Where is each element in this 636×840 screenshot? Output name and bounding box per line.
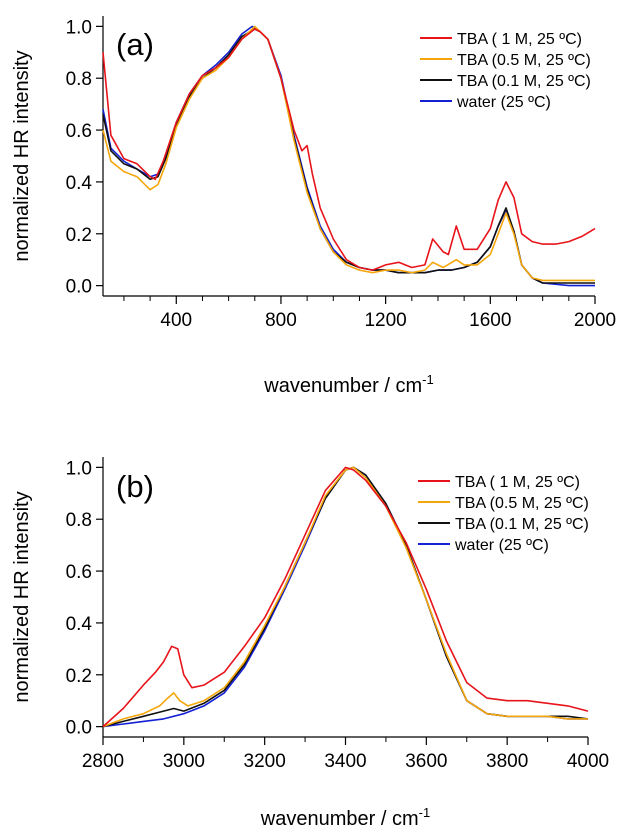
x-tick-label: 2800 — [82, 751, 124, 772]
y-tick-label: 0.4 — [66, 614, 93, 635]
legend-label: TBA (0.1 M, 25 ºC) — [457, 73, 591, 90]
series-line-1 — [102, 25, 595, 282]
y-tick-label: 0.2 — [66, 225, 92, 246]
x-tick-label: 3600 — [405, 751, 447, 772]
x-tick-label: 3200 — [244, 751, 286, 772]
x-axis-label: wavenumber / cm-1 — [263, 372, 433, 397]
x-axis-label-text: wavenumber / cm — [260, 808, 419, 830]
panel-label: (a) — [116, 27, 154, 62]
legend-label: TBA (0.5 M, 25 ºC) — [455, 495, 589, 512]
x-axis-label-text: wavenumber / cm — [263, 375, 422, 397]
x-tick-label: 400 — [160, 310, 192, 331]
y-tick-label: 0.8 — [66, 69, 92, 90]
y-tick-label: 0.8 — [66, 510, 92, 531]
legend-label: TBA (0.1 M, 25 ºC) — [455, 516, 589, 533]
y-tick-label: 0.6 — [66, 562, 92, 583]
legend-label: TBA ( 1 M, 25 ºC) — [455, 474, 580, 491]
x-tick-label: 800 — [265, 310, 297, 331]
panel-label: (b) — [116, 469, 154, 504]
series-line-1 — [102, 466, 588, 728]
panel-a: 0.0 0.2 0.4 0.6 0.8 1.0 400 800 1200 1600 2000 wave… — [11, 16, 616, 397]
x-axis-label-superscript: -1 — [419, 805, 431, 820]
y-tick-label: 0.6 — [66, 121, 92, 142]
x-tick-label: 1600 — [469, 310, 511, 331]
y-tick-label: 1.0 — [66, 17, 92, 38]
x-axis-label: wavenumber / cm-1 — [260, 805, 430, 830]
series-line-0 — [102, 28, 596, 271]
x-tick-label: 3400 — [324, 751, 366, 772]
x-tick-label: 2000 — [574, 310, 616, 331]
legend-label: water (25 ºC) — [454, 537, 549, 554]
y-axis-label: normalized HR intensity — [11, 50, 33, 261]
legend-label: TBA (0.5 M, 25 ºC) — [457, 52, 591, 69]
x-tick-label: 3000 — [163, 751, 205, 772]
panel-b: 0.0 0.2 0.4 0.6 0.8 1.0 2800 3000 3200 3400 3600 38… — [11, 457, 609, 830]
x-axis-label-superscript: -1 — [422, 372, 434, 387]
x-tick-label: 3800 — [486, 751, 528, 772]
legend-label: TBA ( 1 M, 25 ºC) — [457, 31, 582, 48]
series-line-0 — [102, 466, 589, 728]
y-axis-label: normalized HR intensity — [11, 491, 33, 702]
y-tick-label: 0.2 — [66, 666, 92, 687]
x-tick-label: 4000 — [567, 751, 609, 772]
y-tick-label: 0.0 — [66, 277, 92, 298]
y-tick-label: 0.0 — [66, 718, 92, 739]
legend-label: water (25 ºC) — [456, 94, 551, 111]
y-tick-label: 1.0 — [66, 458, 92, 479]
x-tick-label: 1200 — [364, 310, 406, 331]
y-tick-label: 0.4 — [66, 173, 93, 194]
